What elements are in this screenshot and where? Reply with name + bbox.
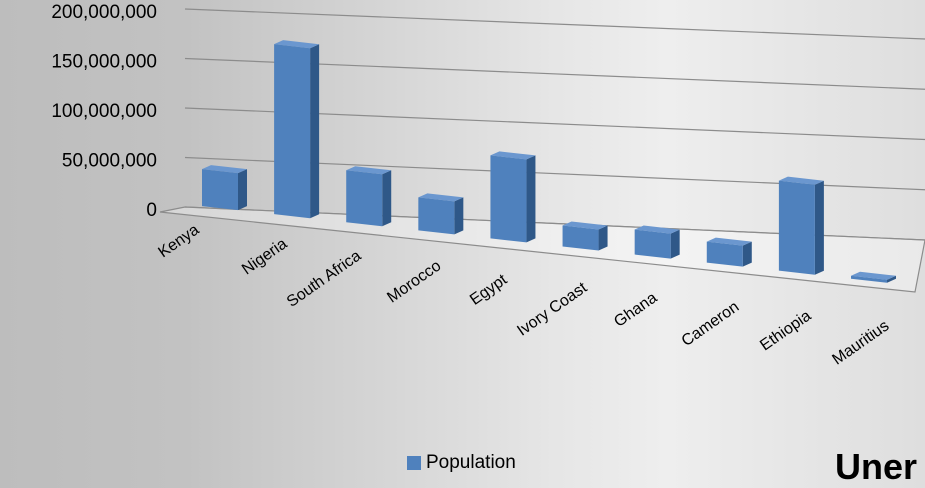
overlay-title: Uner: [835, 446, 918, 487]
bar-top: [346, 166, 392, 175]
category-label: Egypt: [467, 271, 511, 309]
bar-side: [670, 229, 680, 259]
bar-front: [634, 229, 671, 259]
category-label: Ethiopia: [757, 307, 814, 354]
bar-side: [382, 170, 392, 227]
bar-front: [490, 155, 527, 243]
bar-side: [598, 225, 608, 251]
bar-side: [238, 169, 247, 211]
bar: [562, 221, 608, 251]
legend-swatch: [407, 456, 421, 470]
y-axis: 200,000,000 150,000,000 100,000,000 50,000,…: [51, 2, 157, 221]
bar: [274, 40, 320, 219]
bar-top: [851, 271, 896, 280]
bar-front: [562, 225, 599, 251]
bar-top: [706, 237, 752, 246]
bar-front: [418, 197, 455, 235]
bar-top: [778, 176, 824, 185]
category-label: Cameron: [679, 298, 743, 350]
bar-series: [202, 40, 896, 283]
category-label: South Africa: [284, 247, 365, 310]
bar-front: [706, 241, 743, 267]
bar: [851, 271, 896, 283]
bar: [634, 225, 680, 259]
y-tick-label: 50,000,000: [62, 151, 157, 172]
bar-front: [274, 44, 311, 219]
bar: [418, 193, 464, 235]
y-tick-label: 200,000,000: [51, 2, 157, 23]
bar-front: [346, 170, 383, 227]
bar: [490, 151, 536, 243]
chart-floor: [159, 206, 925, 293]
bar: [202, 165, 247, 211]
category-label: Mauritius: [829, 317, 892, 368]
bar-top: [562, 221, 608, 230]
bar-top: [634, 225, 680, 234]
bar-front: [778, 180, 815, 275]
bar: [778, 176, 824, 275]
bar-side: [310, 44, 320, 219]
legend-label: Population: [426, 452, 516, 473]
category-label: Nigeria: [239, 235, 290, 278]
bar-side: [742, 241, 752, 267]
category-label: Ivory Coast: [514, 279, 590, 340]
category-label: Morocco: [384, 257, 444, 306]
bar-top: [490, 151, 536, 160]
bar-front: [202, 169, 238, 211]
bar-side: [814, 180, 824, 275]
legend: Population: [407, 452, 516, 474]
bar-side: [454, 197, 464, 235]
bar: [706, 237, 752, 267]
category-label: Ghana: [611, 289, 660, 331]
bar-top: [202, 165, 247, 174]
y-tick-label: 100,000,000: [51, 101, 157, 122]
gridline: [184, 8, 925, 40]
y-tick-label: 0: [146, 200, 157, 221]
y-tick-label: 150,000,000: [51, 52, 157, 73]
bar-side: [887, 275, 896, 283]
bar: [346, 166, 392, 227]
bar-front: [851, 275, 887, 283]
bar-side: [526, 155, 536, 243]
bar-top: [274, 40, 320, 49]
bar-top: [418, 193, 464, 202]
category-label: Kenya: [155, 221, 202, 261]
